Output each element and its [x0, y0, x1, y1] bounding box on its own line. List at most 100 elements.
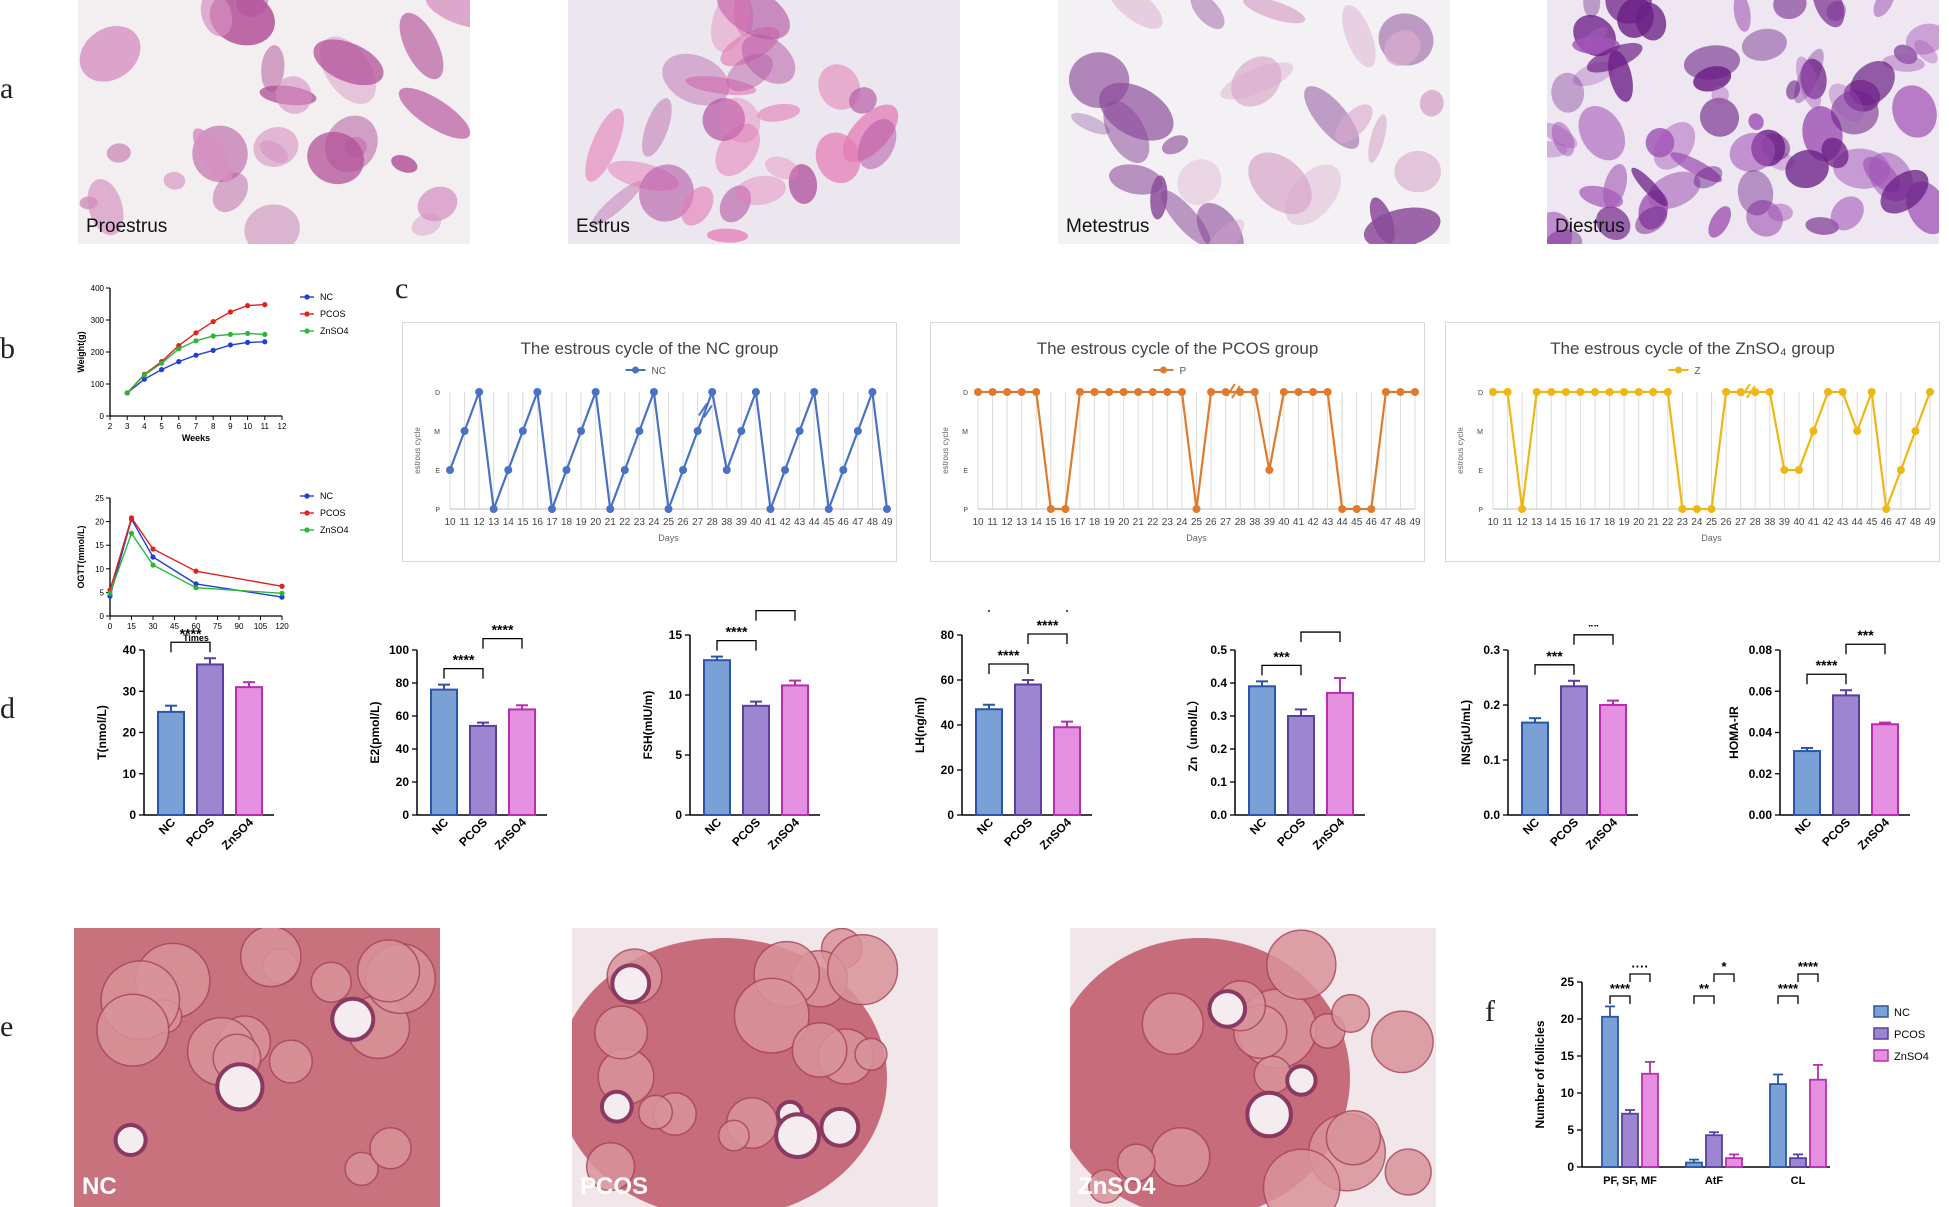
axis-break-mark [1741, 383, 1751, 397]
x-tick-label: PF, SF, MF [1603, 1175, 1657, 1187]
x-tick-label: 41 [765, 517, 777, 528]
bar-pcos [196, 663, 224, 816]
cycle-point [1532, 388, 1541, 396]
cell-shape [1812, 0, 1845, 28]
significance-bracket [1629, 973, 1651, 982]
cycle-point [1119, 388, 1128, 396]
y-tick-label: D [1478, 390, 1483, 397]
cell-shape [192, 128, 233, 182]
cell-shape [1821, 137, 1849, 169]
cell-shape [1285, 164, 1341, 226]
x-tick-label: 47 [852, 517, 864, 528]
cycle-point [868, 388, 877, 396]
cycle-point [1489, 388, 1497, 396]
cell-shape [1880, 169, 1929, 214]
axis-break-mark [1231, 385, 1241, 399]
cycle-point [1838, 388, 1847, 396]
antral-follicle [1245, 1090, 1293, 1139]
follicle-shape [1370, 1010, 1434, 1074]
bar-pcos [1705, 1134, 1723, 1168]
x-tick-label: 27 [1735, 517, 1747, 528]
estrous-cycle-nc-chart: The estrous cycle of the NC group NC 10 11 1… [402, 322, 897, 562]
x-tick-label: 26 [678, 517, 690, 528]
y-axis-label: T(nmol/L) [95, 705, 109, 760]
x-tick-label: 14 [1546, 517, 1558, 528]
y-tick-label: P [1478, 507, 1483, 514]
follicle-shape [1325, 1109, 1382, 1166]
x-tick-label: 39 [1779, 517, 1791, 528]
x-tick-label: 27 [692, 517, 704, 528]
y-tick-label: 20 [1561, 1012, 1575, 1026]
legend-label: NC [320, 491, 333, 501]
cell-shape [1109, 164, 1163, 195]
cycle-point [824, 505, 833, 513]
follicle-shape [344, 1151, 379, 1187]
x-tick-label: 44 [1337, 517, 1349, 528]
antral-follicle [113, 1123, 148, 1157]
y-tick-label: 80 [396, 676, 410, 690]
follicle-shape [369, 1127, 412, 1170]
cell-shape [79, 26, 141, 82]
follicle-shape [1384, 1148, 1432, 1196]
cell-shape [1905, 23, 1939, 55]
cycle-point [1926, 388, 1934, 396]
cell-shape [726, 53, 773, 92]
cycle-point [1381, 388, 1390, 396]
x-tick-label: 47 [1895, 517, 1907, 528]
x-tick-label: PCOS [456, 815, 490, 849]
significance-bracket [443, 668, 484, 679]
bar-nc [1793, 750, 1821, 816]
cycle-point [1809, 427, 1818, 435]
x-tick-label: 105 [254, 622, 268, 631]
legend-swatch [1873, 1005, 1889, 1018]
x-tick-label: 26 [1206, 517, 1218, 528]
cell-shape [1796, 56, 1822, 110]
significance-label: **** [1037, 617, 1059, 633]
significance-bracket [716, 639, 757, 651]
x-tick-label: 6 [177, 422, 182, 431]
micrograph-label: Estrus [576, 216, 630, 237]
cycle-point [1794, 466, 1803, 474]
x-tick-label: 45 [170, 622, 179, 631]
significance-bracket [1261, 664, 1302, 676]
significance-label: **** [1798, 959, 1819, 974]
cell-shape [391, 154, 418, 173]
cell-shape [1177, 159, 1222, 205]
cell-shape [1828, 83, 1865, 122]
y-tick-label: 80 [941, 628, 955, 642]
x-tick-label: 18 [1089, 517, 1101, 528]
significance-bracket [1713, 973, 1735, 982]
cell-shape [719, 185, 752, 223]
cell-shape [1882, 54, 1925, 72]
x-tick-label: 24 [1176, 517, 1188, 528]
cell-shape [1368, 114, 1387, 163]
y-axis-label: HOMA-IR [1728, 706, 1741, 759]
y-tick-label: 20 [941, 763, 955, 777]
x-tick-label: 60 [192, 622, 201, 631]
testosterone-bar-chart: 010203040T(nmol/L)NCPCOSZnSO4***********… [95, 625, 274, 852]
x-tick-label: 48 [867, 517, 879, 528]
x-tick-label: CL [1791, 1175, 1806, 1187]
cycle-point [1722, 388, 1731, 396]
data-point [227, 309, 233, 315]
y-tick-label: P [435, 507, 440, 514]
data-point [193, 585, 199, 591]
x-tick-label: 14 [503, 517, 515, 528]
bar-znso4 [1641, 1072, 1659, 1168]
cell-shape [1342, 5, 1376, 68]
data-point [279, 583, 285, 589]
legend-label: Z [1695, 366, 1701, 377]
cell-shape [1830, 90, 1879, 135]
cycle-point [664, 505, 673, 513]
x-tick-label: 30 [149, 622, 158, 631]
bar-znso4 [1871, 723, 1899, 816]
y-tick-label: 0.2 [1483, 698, 1500, 712]
y-axis-label: FSH(mIU/m) [641, 691, 655, 760]
cell-shape [1248, 152, 1312, 215]
cell-shape [1107, 0, 1163, 29]
x-tick-label: 25 [663, 517, 675, 528]
x-tick-label: NC [702, 815, 724, 837]
bar-pcos [1789, 1157, 1807, 1168]
legend-label: P [1180, 366, 1187, 377]
cycle-point [1561, 388, 1570, 396]
